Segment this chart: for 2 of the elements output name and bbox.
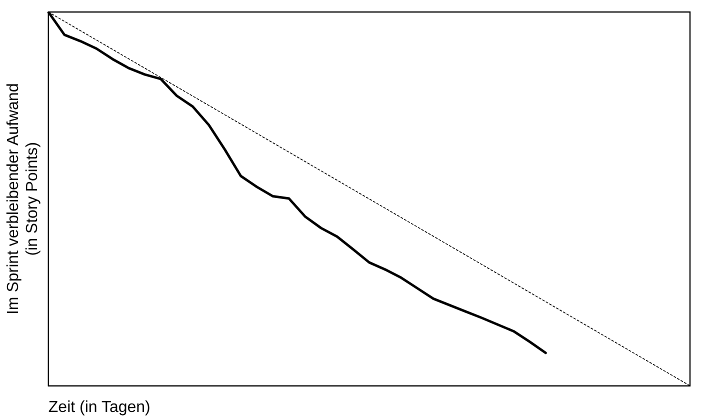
x-axis-title: Zeit (in Tagen) — [48, 398, 150, 416]
y-axis-title: Im Sprint verbleibender Aufwand (in Story Points) — [5, 83, 42, 315]
